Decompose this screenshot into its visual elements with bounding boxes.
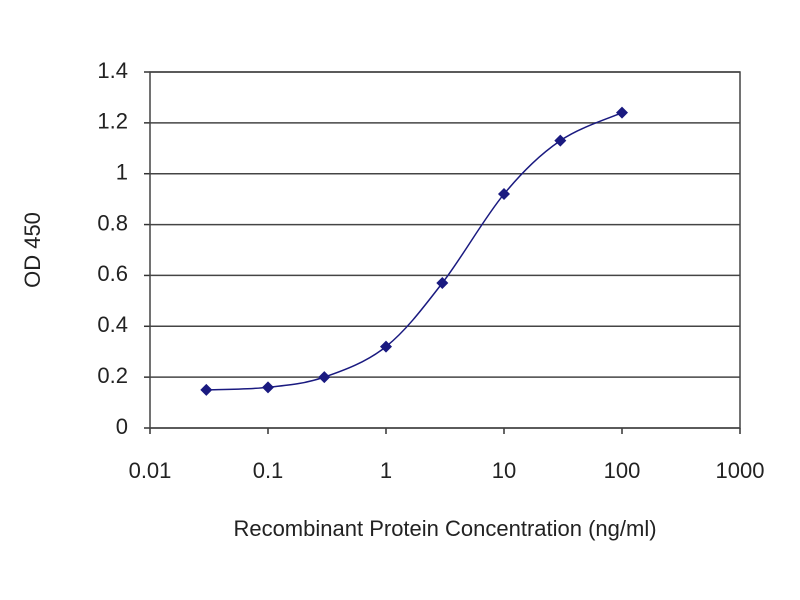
point [262,381,274,394]
point [498,188,510,201]
x-tick-label: 0.1 [253,458,284,483]
y-tick-label: 0 [116,414,128,439]
point [554,134,567,147]
y-tick-label: 1.4 [97,58,128,83]
line [206,112,623,391]
x-tick-label: 1 [380,458,392,483]
point [200,383,213,396]
point [380,340,392,353]
y-tick-label: 0.6 [97,261,128,286]
y-tick-label: 1 [116,160,128,185]
point [318,371,331,384]
y-tick-label: 1.2 [97,109,128,134]
x-tick-label: 0.01 [129,458,172,483]
y-axis-label: OD 450 [20,212,45,288]
y-tick-label: 0.8 [97,210,128,235]
point [436,277,449,290]
x-tick-label: 100 [604,458,641,483]
y-tick-label: 0.4 [97,312,128,337]
point [616,106,628,119]
plot-frame [149,71,741,429]
x-tick-label: 10 [492,458,516,483]
y-tick-label: 0.2 [97,363,128,388]
x-tick-label: 1000 [716,458,765,483]
x-axis-label: Recombinant Protein Concentration (ng/ml… [233,516,656,541]
